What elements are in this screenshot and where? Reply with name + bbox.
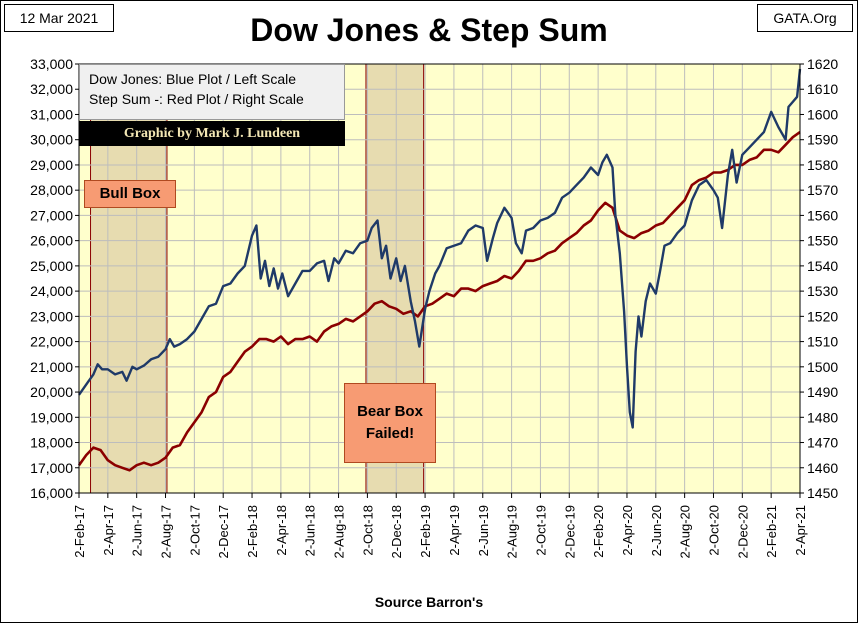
x-tick-label: 2-Apr-21 xyxy=(793,505,808,556)
left-tick-label: 26,000 xyxy=(30,233,73,249)
x-tick-label: 2-Oct-19 xyxy=(533,505,548,556)
x-tick-label: 2-Jun-17 xyxy=(130,505,145,556)
right-tick-label: 1450 xyxy=(807,485,838,501)
dow-jones-series-line xyxy=(78,68,802,429)
x-tick-label: 2-Dec-19 xyxy=(562,505,577,558)
right-tick-label: 1540 xyxy=(807,258,838,274)
x-tick-label: 2-Aug-17 xyxy=(159,505,174,558)
legend-dow-entry: Dow Jones: Blue Plot / Left Scale xyxy=(89,71,296,87)
bull-box-label: Bull Box xyxy=(84,180,176,208)
right-tick-label: 1610 xyxy=(807,81,838,97)
x-tick-label: 2-Apr-20 xyxy=(620,505,635,556)
left-tick-label: 19,000 xyxy=(30,409,73,425)
left-tick-label: 27,000 xyxy=(30,207,73,223)
x-tick-label: 2-Jun-18 xyxy=(303,505,318,556)
x-tick-label: 2-Aug-19 xyxy=(505,505,520,558)
left-tick-label: 22,000 xyxy=(30,334,73,350)
right-tick-label: 1510 xyxy=(807,334,838,350)
right-tick-label: 1590 xyxy=(807,132,838,148)
left-tick-label: 23,000 xyxy=(30,308,73,324)
right-tick-label: 1620 xyxy=(807,56,838,72)
x-tick-label: 2-Jun-20 xyxy=(649,505,664,556)
right-tick-label: 1480 xyxy=(807,409,838,425)
left-tick-label: 18,000 xyxy=(30,435,73,451)
x-tick-label: 2-Oct-17 xyxy=(187,505,202,556)
date-label: 12 Mar 2021 xyxy=(4,4,114,32)
bear-box-label: Bear Box Failed! xyxy=(344,383,436,463)
x-tick-label: 2-Jun-19 xyxy=(476,505,491,556)
left-tick-label: 31,000 xyxy=(30,106,73,122)
x-tick-label: 2-Feb-20 xyxy=(591,505,606,558)
right-tick-label: 1600 xyxy=(807,106,838,122)
right-tick-label: 1460 xyxy=(807,460,838,476)
x-axis-title: Source Barron's xyxy=(374,594,484,610)
x-tick-label: 2-Aug-20 xyxy=(678,505,693,558)
x-tick-label: 2-Dec-17 xyxy=(216,505,231,558)
bear-box-label-line2: Failed! xyxy=(365,425,415,442)
bear-box-label-line1: Bear Box xyxy=(357,403,423,420)
chart-title: Dow Jones & Step Sum xyxy=(250,12,608,48)
left-tick-label: 20,000 xyxy=(30,384,73,400)
site-label: GATA.Org xyxy=(757,4,853,32)
left-tick-label: 28,000 xyxy=(30,182,73,198)
right-tick-label: 1570 xyxy=(807,182,838,198)
left-tick-label: 24,000 xyxy=(30,283,73,299)
x-tick-label: 2-Feb-19 xyxy=(418,505,433,558)
x-tick-label: 2-Feb-18 xyxy=(245,505,260,558)
credit-banner: Graphic by Mark J. Lundeen xyxy=(79,121,345,146)
left-tick-label: 32,000 xyxy=(30,81,73,97)
plot-border xyxy=(78,63,801,494)
right-tick-label: 1580 xyxy=(807,157,838,173)
x-tick-label: 2-Oct-20 xyxy=(706,505,721,556)
x-tick-label: 2-Oct-18 xyxy=(360,505,375,556)
left-tick-label: 16,000 xyxy=(30,485,73,501)
right-tick-label: 1470 xyxy=(807,435,838,451)
x-tick-label: 2-Apr-18 xyxy=(274,505,289,556)
x-tick-label: 2-Aug-18 xyxy=(332,505,347,558)
right-tick-label: 1490 xyxy=(807,384,838,400)
right-tick-label: 1550 xyxy=(807,233,838,249)
x-tick-label: 2-Dec-20 xyxy=(735,505,750,558)
x-tick-label: 2-Apr-17 xyxy=(101,505,116,556)
legend-step-entry: Step Sum -: Red Plot / Right Scale xyxy=(89,91,304,107)
x-tick-label: 2-Feb-17 xyxy=(72,505,87,558)
right-tick-label: 1560 xyxy=(807,207,838,223)
left-tick-label: 21,000 xyxy=(30,359,73,375)
step-sum-series-line xyxy=(77,131,801,472)
x-tick-label: 2-Feb-21 xyxy=(764,505,779,558)
left-tick-label: 29,000 xyxy=(30,157,73,173)
x-tick-label: 2-Dec-18 xyxy=(389,505,404,558)
left-tick-label: 30,000 xyxy=(30,132,73,148)
x-tick-label: 2-Apr-19 xyxy=(447,505,462,556)
right-tick-label: 1500 xyxy=(807,359,838,375)
left-tick-label: 17,000 xyxy=(30,460,73,476)
right-tick-label: 1530 xyxy=(807,283,838,299)
left-tick-label: 25,000 xyxy=(30,258,73,274)
left-tick-label: 33,000 xyxy=(30,56,73,72)
legend-box: Dow Jones: Blue Plot / Left Scale Step S… xyxy=(79,64,345,120)
right-tick-label: 1520 xyxy=(807,308,838,324)
